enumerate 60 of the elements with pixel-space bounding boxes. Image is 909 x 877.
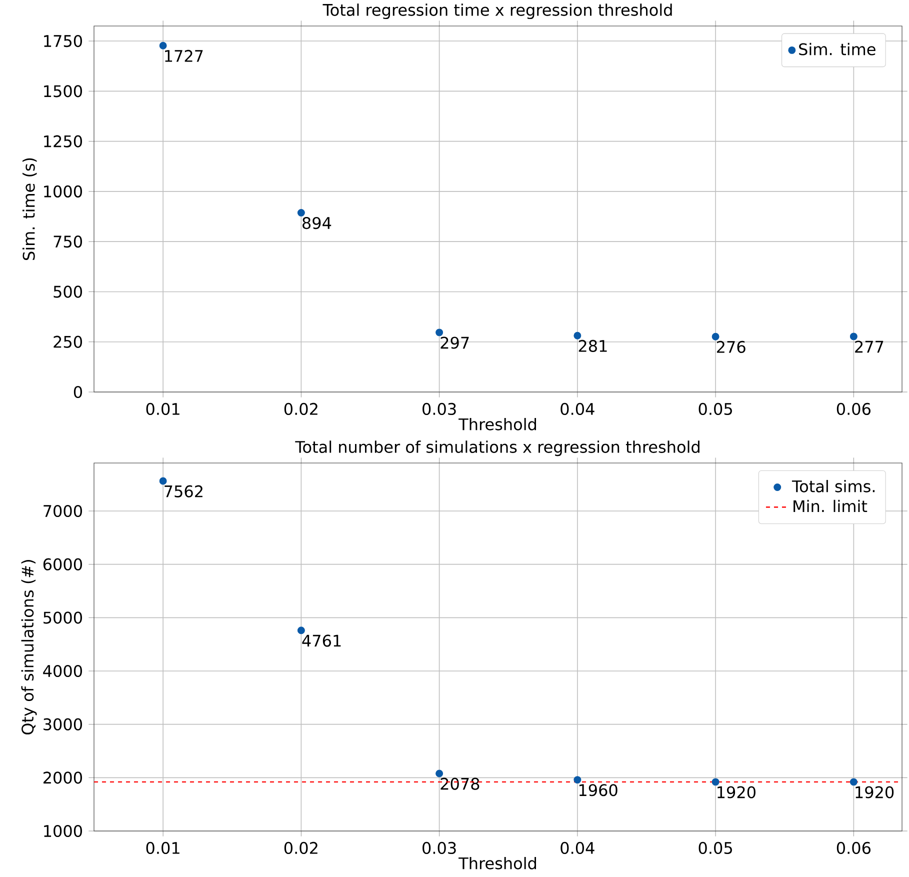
point [159, 42, 167, 50]
point [297, 208, 305, 216]
x-tick-label: 0.01 [146, 842, 180, 854]
point [436, 328, 444, 336]
data-label: 7562 [164, 485, 202, 498]
y-tick-label: 7000 [44, 504, 82, 518]
point [436, 770, 444, 778]
y-tick-label: 4000 [43, 664, 82, 678]
y-axis-title: Sim. time (s) [22, 158, 37, 260]
y-tick-label: 750 [54, 236, 82, 248]
data-label: 894 [302, 216, 332, 230]
x-axis-title: Threshold [458, 856, 536, 870]
legend-label: Total sims. [792, 480, 875, 492]
data-label: 1920 [718, 786, 756, 798]
y-tick-label: 1250 [44, 135, 82, 148]
y-axis-title: Qty of simulations (#) [21, 560, 37, 734]
point [712, 332, 720, 340]
x-tick-label: 0.05 [698, 402, 732, 416]
x-axis-title: Threshold [458, 418, 536, 430]
x-tick-label: 0.06 [836, 842, 870, 854]
data-label: 1727 [165, 50, 203, 62]
x-tick-label: 0.01 [146, 402, 180, 416]
x-tick-label: 0.04 [560, 842, 594, 854]
data-label: 1960 [579, 784, 618, 796]
x-tick-label: 0.02 [284, 402, 318, 416]
data-label: 297 [440, 336, 469, 349]
point [850, 778, 858, 786]
chart-title: Total number of simulations x regression threshold [295, 440, 700, 456]
point [574, 776, 582, 784]
y-tick-label: 1500 [44, 85, 82, 98]
y-tick-label: 6000 [43, 558, 82, 570]
point [159, 477, 167, 485]
point [712, 778, 720, 786]
y-tick-label: 1000 [44, 824, 82, 838]
legend-label: Sim. time [799, 42, 876, 56]
point [574, 332, 582, 340]
y-tick-label: 250 [54, 336, 82, 348]
x-tick-label: 0.06 [836, 402, 870, 416]
y-tick-label: 3000 [44, 718, 82, 730]
data-label: 276 [716, 340, 746, 354]
chart-title: Total regression time x regression threshold [322, 4, 672, 20]
x-tick-label: 0.03 [422, 842, 456, 854]
point [850, 332, 858, 340]
y-tick-label: 2000 [44, 772, 82, 784]
data-label: 281 [578, 340, 607, 352]
y-tick-label: 5000 [44, 612, 82, 624]
data-label: 2078 [440, 778, 480, 790]
x-tick-label: 0.02 [284, 842, 318, 854]
y-tick-label: 0 [74, 386, 82, 398]
data-label: 277 [855, 340, 884, 353]
data-label: 4761 [302, 634, 341, 647]
x-tick-label: 0.03 [422, 402, 456, 416]
y-tick-label: 1750 [44, 34, 82, 48]
x-tick-label: 0.05 [698, 842, 732, 854]
y-tick-label: 1000 [44, 185, 82, 198]
data-label: 1920 [856, 786, 894, 798]
y-tick-label: 500 [54, 286, 82, 298]
x-tick-label: 0.04 [560, 402, 594, 416]
legend-label: Min. limit [794, 500, 868, 512]
point [297, 626, 305, 634]
